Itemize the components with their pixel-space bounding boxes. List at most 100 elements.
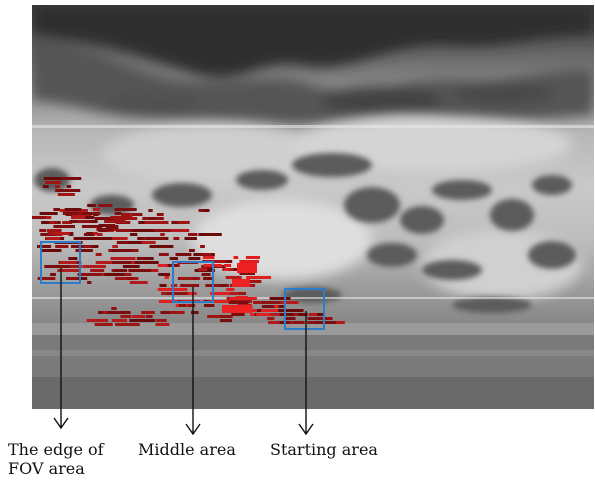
detection-pixel — [121, 213, 132, 216]
detection-pixel — [42, 249, 62, 252]
detection-pixel — [65, 265, 83, 268]
detection-pixel — [144, 221, 169, 224]
detection-pixel — [114, 208, 137, 211]
detection-pixel — [205, 284, 229, 287]
detection-pixel — [220, 315, 233, 318]
detection-pixel — [293, 321, 305, 324]
detection-pixel — [178, 304, 187, 307]
detection-pixel — [267, 317, 275, 320]
detection-pixel — [115, 323, 140, 326]
detection-pixel — [246, 276, 272, 279]
detection-pixel — [198, 268, 208, 271]
detection-pixel — [104, 224, 115, 227]
detection-pixel — [56, 189, 81, 192]
detection-pixel — [268, 321, 280, 324]
detection-pixel — [238, 292, 246, 295]
detection-pixel — [53, 208, 60, 211]
detection-pixel — [83, 212, 97, 215]
detection-pixel — [49, 221, 56, 224]
detection-pixel — [178, 221, 190, 224]
detection-pixel — [157, 288, 168, 291]
detection-pixel — [169, 257, 178, 260]
detection-pixel — [201, 273, 211, 276]
detection-pixel — [200, 245, 205, 248]
detection-pixel — [233, 268, 238, 271]
detection-pixel — [116, 241, 130, 244]
detection-pixel — [77, 277, 88, 280]
detection-pixel — [42, 185, 49, 188]
detection-pixel — [78, 245, 95, 248]
detection-pixel — [245, 256, 260, 259]
detection-pixel — [239, 272, 255, 275]
detection-pixel — [75, 249, 93, 252]
detection-pixel — [219, 319, 232, 322]
detection-pixel — [90, 269, 105, 272]
detection-pixel — [210, 292, 230, 295]
detection-pixel — [145, 315, 153, 318]
detection-pixel — [308, 313, 324, 316]
detection-pixel — [50, 273, 56, 276]
detection-pixel — [164, 276, 169, 279]
detection-pixel — [278, 309, 304, 312]
detection-pixel — [226, 292, 246, 295]
detection-pixel — [166, 292, 188, 295]
middle-area-label: Middle area — [138, 440, 236, 459]
detection-pixel — [128, 269, 151, 272]
mountain-ridge — [32, 5, 594, 125]
detection-pixel — [86, 319, 108, 322]
detection-pixel — [158, 300, 164, 303]
detection-pixel — [203, 209, 210, 212]
detection-pixel — [261, 305, 278, 308]
detection-pixel — [165, 288, 188, 291]
detection-pixel — [112, 249, 117, 252]
detection-pixel — [159, 284, 167, 287]
edge-fov-arrow — [53, 268, 69, 430]
detection-pixel — [171, 284, 178, 287]
detection-pixel — [314, 321, 336, 324]
detection-pixel — [233, 297, 239, 300]
detection-hotspot — [222, 305, 252, 313]
detection-pixel — [71, 216, 86, 219]
detection-pixel — [131, 213, 143, 216]
detection-pixel — [158, 273, 170, 276]
detection-pixel — [114, 212, 122, 215]
detection-pixel — [183, 284, 200, 287]
detection-pixel — [237, 297, 257, 300]
starting-area-box — [284, 288, 325, 330]
detection-pixel — [280, 301, 299, 304]
detection-pixel — [134, 261, 159, 264]
detection-pixel — [307, 321, 321, 324]
detection-pixel — [143, 217, 156, 220]
detection-pixel — [37, 277, 56, 280]
detection-pixel — [39, 212, 58, 215]
detection-pixel — [142, 217, 149, 220]
detection-pixel — [149, 245, 174, 248]
detection-pixel — [204, 304, 215, 307]
detection-pixel — [111, 307, 117, 310]
detection-pixel — [200, 253, 212, 256]
detection-pixel — [55, 185, 60, 188]
detection-pixel — [225, 276, 242, 279]
detection-pixel — [130, 233, 138, 236]
detection-pixel — [113, 269, 128, 272]
middle-area-arrow — [185, 287, 201, 436]
detection-pixel — [208, 300, 232, 303]
detection-pixel — [131, 249, 139, 252]
detection-pixel — [170, 229, 190, 232]
detection-pixel — [132, 229, 155, 232]
detection-pixel — [317, 313, 325, 316]
detection-pixel — [111, 319, 127, 322]
detection-pixel — [191, 311, 199, 314]
detection-pixel — [92, 245, 99, 248]
detection-pixel — [88, 237, 113, 240]
detection-pixel — [175, 253, 192, 256]
detection-pixel — [151, 229, 174, 232]
detection-pixel — [98, 204, 113, 207]
starting-area-arrow — [298, 311, 314, 436]
detection-pixel — [233, 256, 239, 259]
detection-pixel — [61, 177, 82, 180]
detection-pixel — [96, 233, 103, 236]
detection-pixel — [144, 237, 168, 240]
detection-pixel — [53, 225, 75, 228]
detection-pixel — [274, 305, 279, 308]
